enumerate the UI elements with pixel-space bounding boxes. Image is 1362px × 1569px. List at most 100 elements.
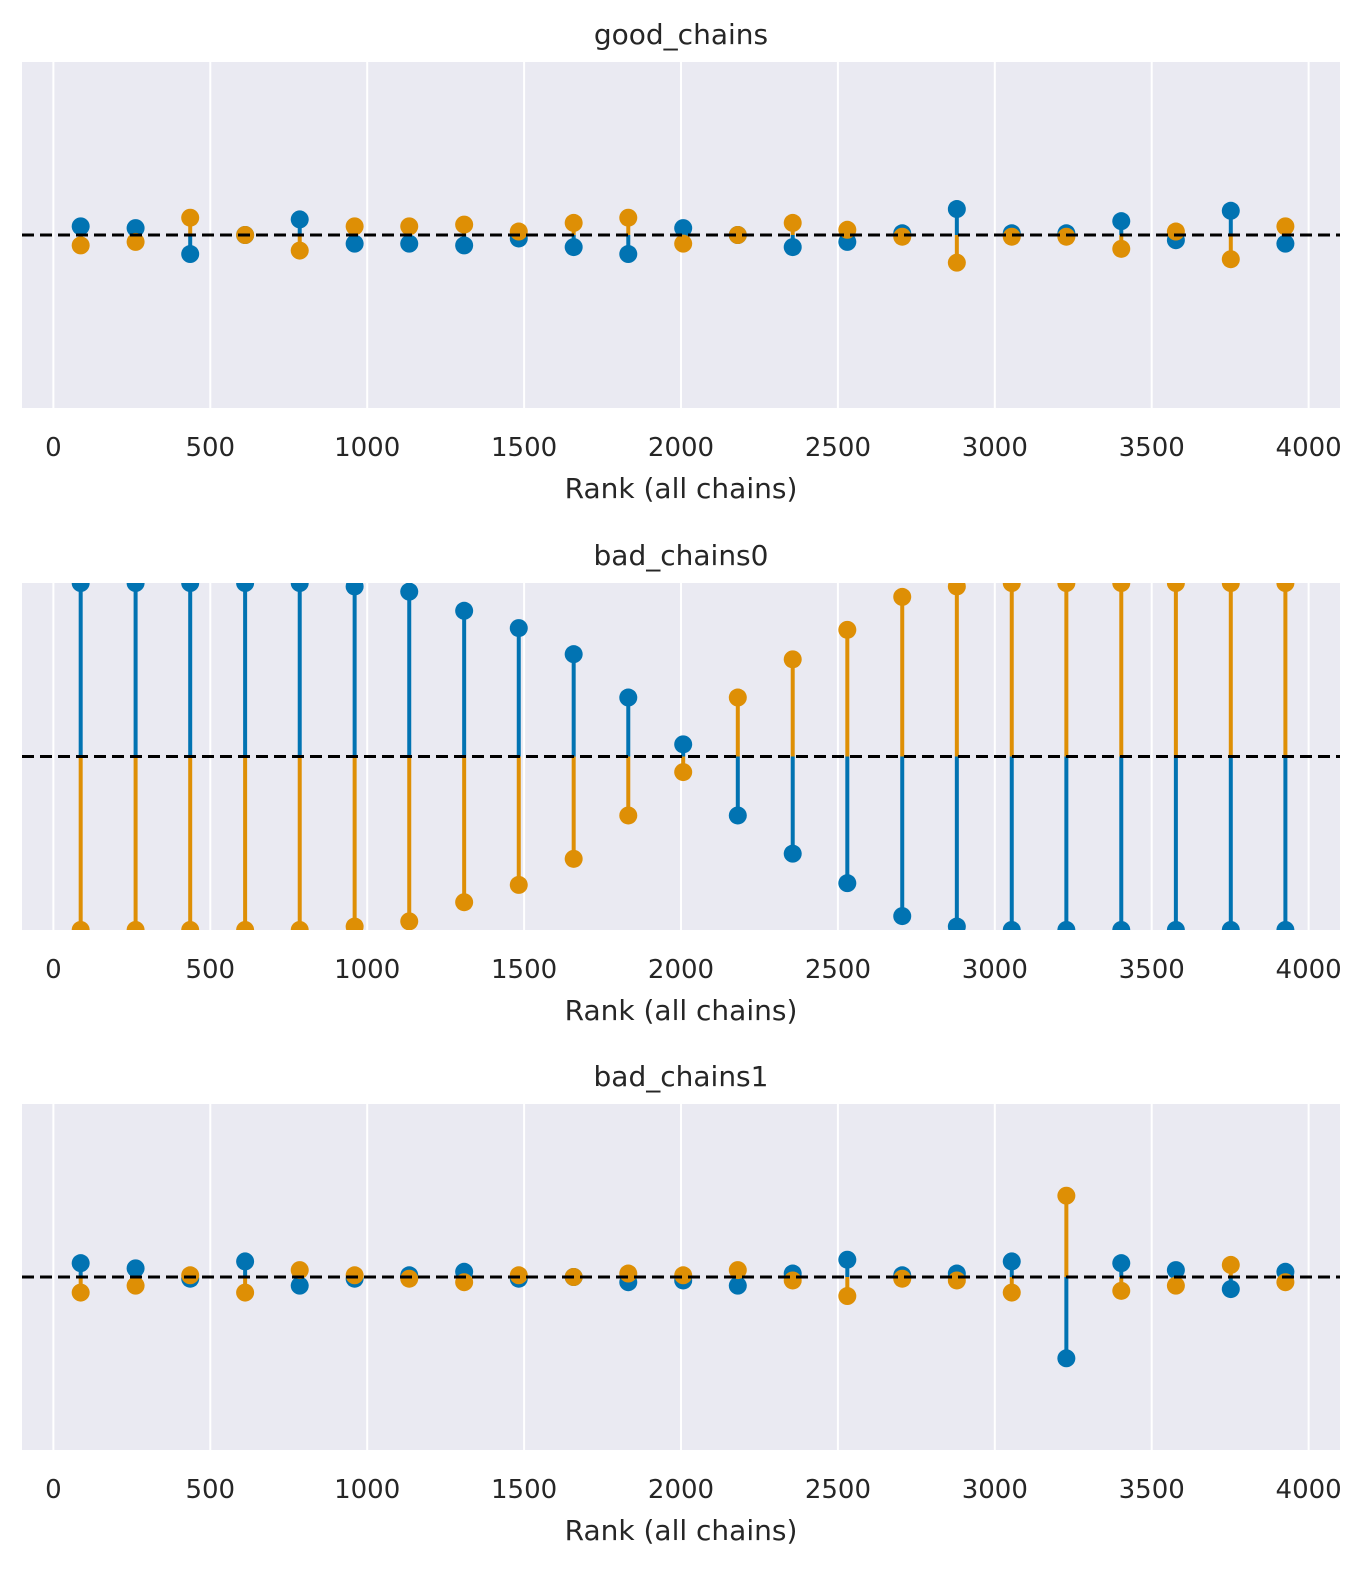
rank-point bbox=[345, 1266, 364, 1285]
x-tick-label: 3000 bbox=[962, 433, 1028, 463]
rank-point bbox=[345, 234, 364, 253]
rank-point bbox=[1112, 1254, 1131, 1273]
rank-point bbox=[1057, 227, 1076, 246]
x-tick-label: 2000 bbox=[648, 1475, 714, 1505]
rank-point bbox=[236, 1252, 255, 1271]
rank-point bbox=[1002, 227, 1021, 246]
rank-point bbox=[236, 583, 255, 592]
x-tick-label: 0 bbox=[45, 955, 62, 985]
x-tick-label: 0 bbox=[45, 1475, 62, 1505]
rank-point bbox=[728, 1261, 747, 1280]
rank-point bbox=[71, 1254, 90, 1273]
rank-point bbox=[1221, 250, 1240, 269]
rank-point bbox=[674, 1266, 693, 1285]
rank-point bbox=[290, 210, 309, 229]
chart-title: good_chains bbox=[594, 18, 768, 51]
x-tick-label: 3000 bbox=[962, 1475, 1028, 1505]
rank-point bbox=[290, 583, 309, 592]
rank-point bbox=[181, 921, 200, 930]
chart-panel-1: bad_chains0 0 500 1000 1500 2000 2500 3000 3500 4… bbox=[22, 539, 1342, 1027]
rank-point bbox=[181, 245, 200, 264]
rank-point bbox=[1221, 921, 1240, 930]
rank-point bbox=[1002, 921, 1021, 930]
rank-point bbox=[1221, 583, 1240, 592]
rank-point bbox=[728, 688, 747, 707]
rank-point bbox=[236, 1283, 255, 1302]
x-tick-label: 1500 bbox=[491, 1475, 557, 1505]
rank-point bbox=[619, 806, 638, 825]
rank-point bbox=[564, 213, 583, 232]
rank-point bbox=[1002, 1252, 1021, 1271]
rank-point bbox=[1112, 212, 1131, 231]
rank-point bbox=[893, 1269, 912, 1288]
rank-point bbox=[455, 215, 474, 234]
x-axis-label: Rank (all chains) bbox=[565, 472, 798, 505]
x-axis-label: Rank (all chains) bbox=[565, 994, 798, 1027]
rank-point bbox=[619, 208, 638, 227]
rank-point bbox=[619, 688, 638, 707]
rank-point bbox=[126, 583, 145, 592]
rank-point bbox=[1112, 921, 1131, 930]
rank-point bbox=[345, 217, 364, 236]
x-tick-label: 4000 bbox=[1276, 1475, 1342, 1505]
chart-title: bad_chains1 bbox=[594, 1060, 769, 1093]
rank-point bbox=[1221, 1255, 1240, 1274]
rank-point bbox=[838, 1287, 857, 1306]
rank-point bbox=[290, 241, 309, 260]
chart-title: bad_chains0 bbox=[594, 539, 769, 572]
rank-point bbox=[1276, 217, 1295, 236]
rank-point bbox=[71, 236, 90, 255]
rank-point bbox=[1276, 234, 1295, 253]
x-tick-label: 4000 bbox=[1276, 433, 1342, 463]
rank-point bbox=[509, 875, 528, 894]
rank-point bbox=[455, 236, 474, 255]
rank-point bbox=[1112, 583, 1131, 592]
rank-point bbox=[893, 227, 912, 246]
rank-point bbox=[783, 213, 802, 232]
rank-point bbox=[1002, 583, 1021, 592]
x-tick-label: 3000 bbox=[962, 955, 1028, 985]
rank-point bbox=[1221, 1280, 1240, 1299]
rank-point bbox=[400, 912, 419, 930]
x-tick-label: 1500 bbox=[491, 433, 557, 463]
rank-point bbox=[290, 1276, 309, 1295]
rank-point bbox=[564, 645, 583, 664]
x-tick-label: 500 bbox=[185, 433, 235, 463]
x-tick-label: 1500 bbox=[491, 955, 557, 985]
rank-point bbox=[1057, 1186, 1076, 1205]
x-tick-label: 2000 bbox=[648, 433, 714, 463]
rank-point bbox=[126, 219, 145, 238]
rank-point bbox=[455, 601, 474, 620]
rank-point bbox=[728, 226, 747, 244]
rank-point bbox=[400, 217, 419, 236]
x-tick-label: 3500 bbox=[1119, 955, 1185, 985]
x-tick-label: 2500 bbox=[805, 955, 871, 985]
x-tick-label: 1000 bbox=[334, 955, 400, 985]
rank-point bbox=[1057, 921, 1076, 930]
rank-point bbox=[509, 222, 528, 241]
rank-point bbox=[1002, 1283, 1021, 1302]
rank-point bbox=[1166, 1261, 1185, 1280]
rank-point bbox=[674, 735, 693, 754]
rank-point bbox=[181, 583, 200, 592]
rank-point bbox=[290, 1261, 309, 1280]
x-axis-label: Rank (all chains) bbox=[565, 1514, 798, 1547]
rank-point bbox=[1221, 201, 1240, 220]
chart-panel-0: good_chains 0 500 1000 1500 2000 2500 3000 3500 4… bbox=[22, 18, 1342, 505]
rank-point bbox=[838, 1250, 857, 1269]
x-tick-label: 4000 bbox=[1276, 955, 1342, 985]
rank-point bbox=[893, 587, 912, 606]
x-tick-label: 500 bbox=[185, 1475, 235, 1505]
x-tick-label: 2500 bbox=[805, 433, 871, 463]
x-tick-label: 500 bbox=[185, 955, 235, 985]
rank-point bbox=[290, 921, 309, 930]
rank-point bbox=[783, 238, 802, 257]
rank-point bbox=[783, 1271, 802, 1290]
rank-point bbox=[455, 893, 474, 912]
rank-point bbox=[1166, 583, 1185, 592]
rank-point bbox=[947, 200, 966, 219]
rank-point bbox=[71, 921, 90, 930]
rank-point bbox=[71, 217, 90, 236]
chart-panel-2: bad_chains1 0 500 1000 1500 2000 2500 3000 3500 4… bbox=[22, 1060, 1342, 1547]
